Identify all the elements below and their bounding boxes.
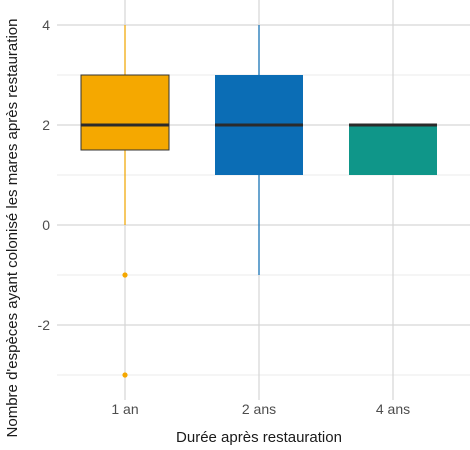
box-series [80, 25, 437, 378]
outlier-point [122, 372, 128, 378]
x-tick-label: 2 ans [242, 401, 276, 417]
box-rect [80, 74, 170, 151]
y-tick-labels: -2 0 2 4 [38, 17, 51, 333]
box-2 [215, 25, 303, 275]
x-axis-title: Durée après restauration [176, 429, 342, 446]
outlier-point [122, 272, 128, 278]
y-tick-label: -2 [38, 317, 51, 333]
x-tick-label: 1 an [111, 401, 138, 417]
x-tick-label: 4 ans [376, 401, 410, 417]
y-tick-label: 2 [42, 117, 50, 133]
grid-lines [57, 0, 470, 400]
y-tick-label: 0 [42, 217, 50, 233]
box-rect [349, 125, 437, 175]
box-3 [349, 123, 437, 175]
x-tick-labels: 1 an 2 ans 4 ans [111, 401, 410, 417]
box-1 [80, 25, 170, 378]
y-axis-title: Nombre d'espèces ayant colonisé les mare… [4, 19, 21, 438]
y-tick-label: 4 [42, 17, 50, 33]
